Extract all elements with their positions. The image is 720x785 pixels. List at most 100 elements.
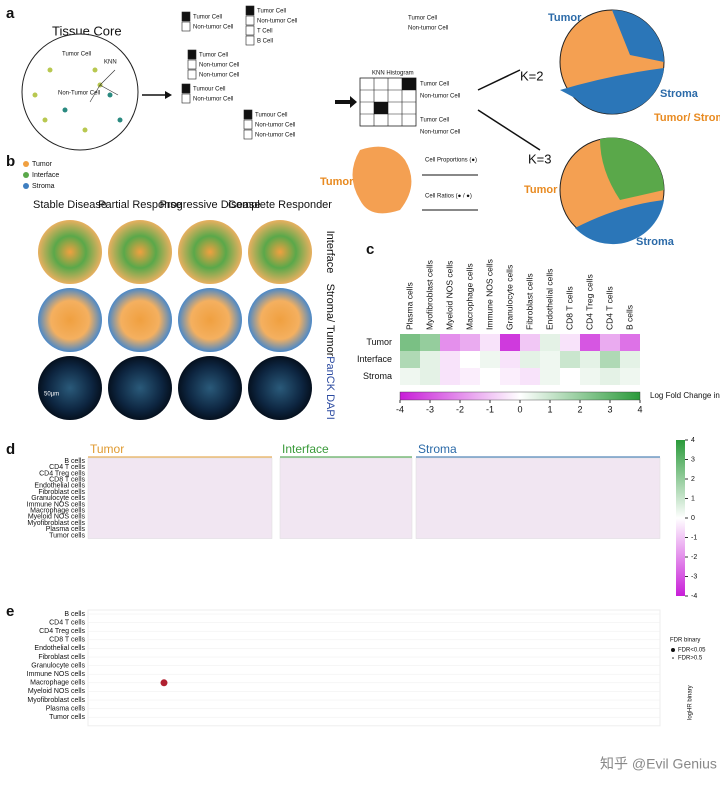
row-label: CD8 T cells xyxy=(49,637,85,644)
row-label: CD4 Treg cells xyxy=(39,470,85,477)
blob-label: Tumor xyxy=(320,176,354,188)
list-item: Non-tumor Cell xyxy=(193,97,233,103)
cell-label: Non-Tumor Cell xyxy=(58,91,100,97)
tissue-image xyxy=(108,220,172,284)
heatmap-cell xyxy=(480,351,500,368)
panel-label: b xyxy=(6,153,15,170)
colorbar-tick-label: 0 xyxy=(517,404,522,414)
tissue-image xyxy=(178,356,242,420)
heatmap-cell xyxy=(480,368,500,385)
column-label: Myeloid NOS cells xyxy=(444,261,454,330)
k3-core xyxy=(559,137,665,245)
row-label: Endothelial cells xyxy=(34,483,85,490)
heatmap-cell xyxy=(560,334,580,351)
legend-dot xyxy=(672,657,674,659)
region-label: Stroma xyxy=(636,236,675,248)
heatmap-cell xyxy=(420,368,440,385)
row-label: Macrophage cells xyxy=(30,680,85,687)
row-label: CD4 T cells xyxy=(49,619,85,626)
list-item: Tumour Cell xyxy=(193,87,225,93)
heatmap-cell xyxy=(580,334,600,351)
heatmap-block xyxy=(279,457,413,539)
row-label: CD4 T cells xyxy=(49,464,85,471)
legend-swatch xyxy=(23,172,29,178)
list-box xyxy=(181,93,191,104)
knn-label: KNN xyxy=(104,60,117,66)
row-label: Immune NOS cells xyxy=(27,671,86,678)
list-item: Non-tumor Cell xyxy=(255,123,295,129)
legend-title: FDR binary xyxy=(670,638,700,644)
row-label: Fibroblast cells xyxy=(38,654,85,661)
list-box xyxy=(245,35,255,46)
list-box xyxy=(245,15,255,26)
row-label: Interface xyxy=(357,354,392,364)
row-label: Fibroblast cells xyxy=(38,489,85,496)
column-label: CD4 T cells xyxy=(604,286,614,330)
group-label: Interface xyxy=(282,442,329,456)
row-label: B cells xyxy=(64,611,85,618)
heatmap-cell xyxy=(600,334,620,351)
heatmap-cell xyxy=(540,334,560,351)
list-item: T Cell xyxy=(257,29,273,35)
tissue-image xyxy=(248,356,312,420)
tissue-image xyxy=(38,356,102,420)
heatmap-cell xyxy=(600,351,620,368)
legend-title: logHR binary xyxy=(688,685,694,720)
heatmap-cell xyxy=(620,351,640,368)
k-label: K=2 xyxy=(520,68,544,83)
heatmap-cell xyxy=(460,368,480,385)
row-label: Myeloid NOS cells xyxy=(28,688,86,695)
row-label: Immune NOS cells xyxy=(27,501,86,508)
list-box xyxy=(243,129,253,140)
row-label: PanCK DAPI xyxy=(324,356,336,420)
row-label: Stroma/ Tumor xyxy=(324,284,336,357)
region-label: Tumor xyxy=(524,184,558,196)
row-label: Myofibroblast cells xyxy=(27,520,85,527)
arrow xyxy=(335,96,357,108)
heatmap-cell xyxy=(400,368,420,385)
column-label: Granulocyte cells xyxy=(504,265,514,330)
list-item: Non-tumor Cell xyxy=(199,73,239,79)
scale-label: 50µm xyxy=(44,392,59,398)
heatmap-cell xyxy=(520,334,540,351)
list-box xyxy=(187,49,197,60)
heatmap-cell xyxy=(520,351,540,368)
legend-label: Stroma xyxy=(32,183,55,190)
legend-label: FDR<0.05 xyxy=(678,648,706,654)
tissue-image xyxy=(108,288,172,352)
colorbar-tick-label: 4 xyxy=(691,437,695,444)
row-label: Myofibroblast cells xyxy=(27,697,85,704)
arrowhead xyxy=(165,91,172,99)
colorbar-tick-label: -3 xyxy=(426,404,434,414)
column-header: Progressive Disease xyxy=(160,199,261,211)
list-item: Non-tumor Cell xyxy=(257,19,297,25)
histogram-row: Tumor Cell xyxy=(420,118,449,124)
region-label: Tumor/ Stroma Interface xyxy=(654,112,720,124)
colorbar-tick-label: -2 xyxy=(456,404,464,414)
heatmap-cell xyxy=(400,351,420,368)
heatmap-cell xyxy=(440,334,460,351)
list-box xyxy=(243,109,253,120)
colorbar-tick-label: 3 xyxy=(691,456,695,463)
row-label: Interface xyxy=(324,231,336,274)
neighbor-lists: Tumor Cell Non-tumor Cell Tumor Cell Non-tu… xyxy=(181,5,460,140)
column-header: Partial Response xyxy=(98,199,182,211)
legend-label: Tumor xyxy=(32,161,53,168)
cells xyxy=(32,67,123,133)
row-label: Tumor xyxy=(366,337,392,347)
arrow xyxy=(477,109,541,151)
significant-dot xyxy=(160,679,168,687)
list-item: Tumor Cell xyxy=(257,9,286,15)
list-item: Non-tumor Cell xyxy=(408,26,448,32)
measure-label: Cell Ratios (● / ●) xyxy=(425,194,472,200)
heatmap-cell xyxy=(520,368,540,385)
list-box xyxy=(187,69,197,80)
list-box xyxy=(245,5,255,16)
list-item: Tumour Cell xyxy=(255,113,287,119)
heatmap-cell xyxy=(580,351,600,368)
heatmap-cell xyxy=(600,368,620,385)
row-label: CD8 T cells xyxy=(49,477,85,484)
panel-label: c xyxy=(366,241,374,258)
